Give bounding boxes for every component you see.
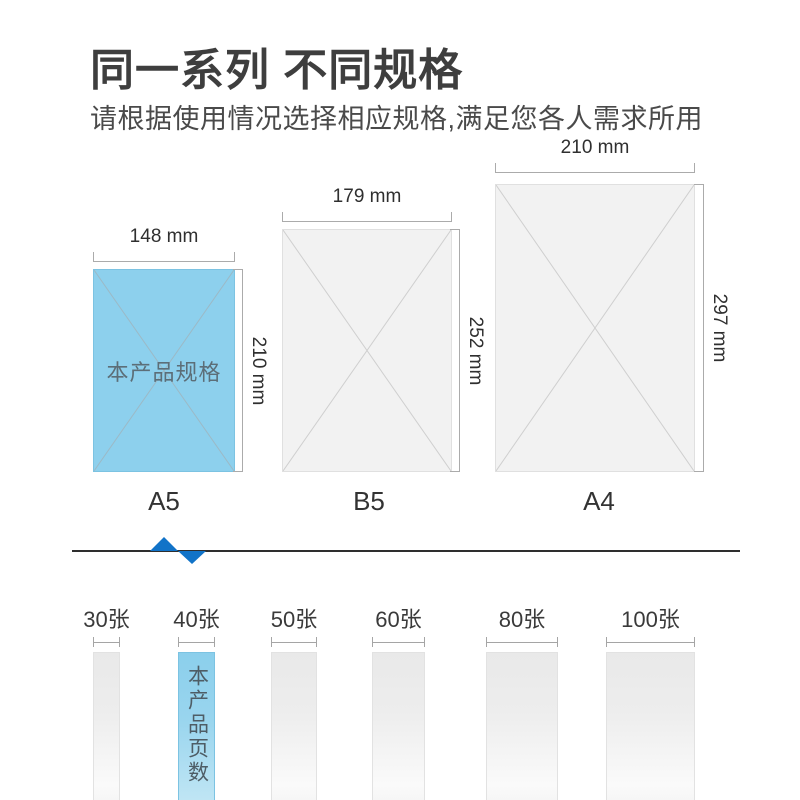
width-dimension-a5: 148 mm (93, 226, 235, 262)
diagonal-cross-icon (496, 185, 694, 471)
width-dimension-b5: 179 mm (282, 186, 452, 222)
product-pages-tag: 本产品页数 (185, 665, 209, 785)
width-bracket (486, 637, 558, 647)
count-label: 30张 (83, 607, 130, 632)
count-bar-highlighted: 本产品页数 (178, 652, 215, 800)
paper-figure-b5 (282, 229, 452, 472)
dimension-line (283, 221, 451, 222)
paper-box-b5 (282, 229, 452, 472)
width-bracket (178, 637, 215, 647)
count-label: 80张 (498, 607, 546, 632)
dimension-line (459, 230, 460, 471)
width-bracket (93, 637, 120, 647)
paper-box-a4 (495, 184, 695, 472)
count-label: 60张 (375, 607, 422, 632)
product-size-tag: 本产品规格 (106, 359, 222, 385)
count-bar (93, 652, 120, 800)
paper-name-b5: B5 (353, 486, 385, 516)
height-dimension-a5: 210 mm (233, 269, 269, 472)
page-title: 同一系列 不同规格 (90, 46, 464, 95)
height-dimension-a4: 297 mm (694, 184, 730, 472)
count-bar (372, 652, 425, 800)
count-column-50: 50张 (271, 600, 317, 800)
page-subtitle: 请根据使用情况选择相应规格,满足您各人需求所用 (90, 104, 704, 134)
count-bar (606, 652, 695, 800)
height-dimension-b5: 252 mm (450, 229, 486, 472)
section-divider-line (72, 550, 740, 552)
diagonal-cross-icon (94, 270, 234, 471)
width-bracket (372, 637, 425, 647)
count-label: 40张 (173, 607, 220, 632)
paper-box-a5: 本产品规格 (93, 269, 235, 472)
width-value-b5: 179 mm (332, 186, 402, 207)
count-label: 100张 (621, 607, 680, 632)
width-bracket (271, 637, 317, 647)
pointer-up-triangle-icon (150, 537, 178, 551)
height-value-a5: 210 mm (248, 336, 269, 405)
count-label: 50张 (270, 607, 318, 632)
count-column-30: 30张 (83, 600, 130, 800)
height-value-b5: 252 mm (465, 316, 486, 385)
width-dimension-a4: 210 mm (495, 137, 695, 173)
height-value-a4: 297 mm (709, 293, 730, 363)
count-bar (271, 652, 317, 800)
count-column-40: 40张 本产品页数 (173, 600, 220, 800)
dimension-line (496, 172, 694, 173)
diagonal-cross-icon (283, 230, 451, 471)
width-bracket (606, 637, 695, 647)
dimension-line (703, 185, 704, 471)
dimension-line (94, 261, 234, 262)
count-column-80: 80张 (486, 600, 558, 800)
dimension-line (242, 270, 243, 471)
paper-figure-a4 (495, 184, 695, 472)
count-bar (486, 652, 558, 800)
width-value-a5: 148 mm (129, 226, 199, 247)
count-column-60: 60张 (372, 600, 425, 800)
paper-name-a4: A4 (583, 486, 615, 516)
width-value-a4: 210 mm (560, 137, 630, 158)
paper-name-a5: A5 (148, 486, 180, 516)
count-column-100: 100张 (606, 600, 695, 800)
pointer-down-triangle-icon (178, 551, 206, 564)
paper-figure-a5: 本产品规格 (93, 269, 235, 472)
